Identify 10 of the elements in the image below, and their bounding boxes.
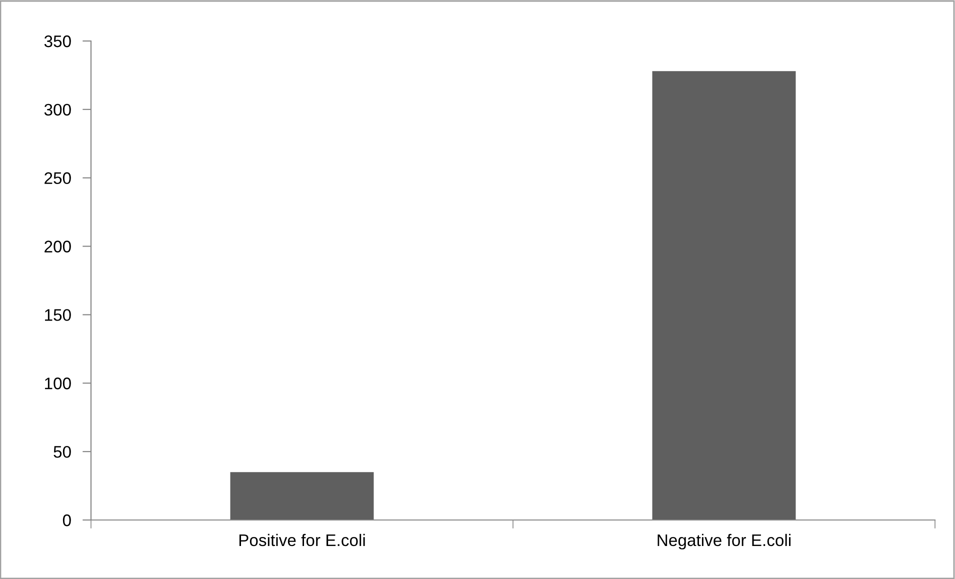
y-tick-label: 100 (45, 378, 71, 390)
y-tick-label: 250 (44, 172, 71, 184)
y-tick-label: 50 (54, 446, 71, 458)
y-tick-label: 300 (44, 104, 71, 116)
x-tick-label: Positive for E.coli (239, 534, 365, 546)
y-tick-label: 150 (45, 309, 71, 321)
y-tick-label: 0 (62, 514, 71, 526)
y-tick-label: 350 (44, 35, 71, 48)
y-tick-label: 200 (44, 240, 71, 252)
x-tick-label: Negative for E.coli (658, 534, 791, 550)
